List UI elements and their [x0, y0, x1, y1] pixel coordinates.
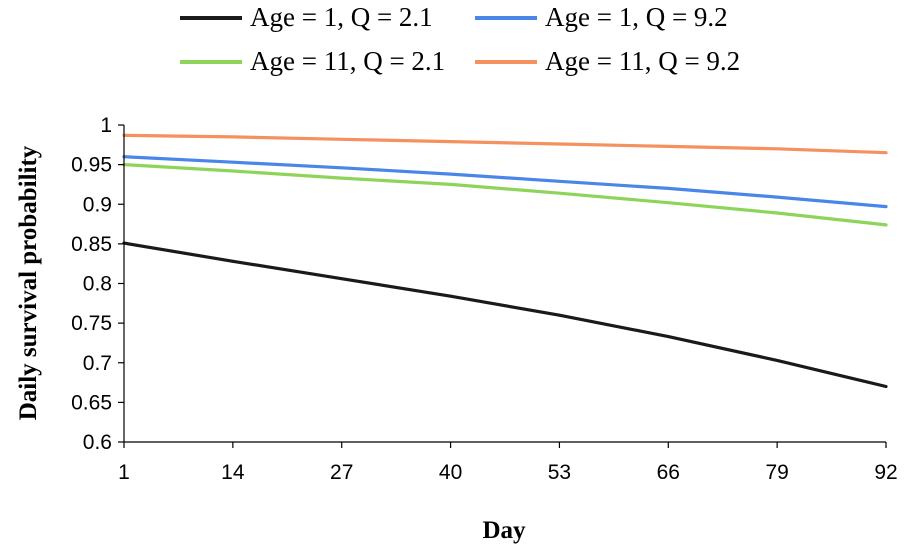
- plot-area: [122, 133, 888, 389]
- y-tick-label: 0.6: [83, 431, 112, 454]
- series-line-3: [122, 163, 888, 227]
- series-line-1: [122, 241, 888, 389]
- data-point: [231, 259, 235, 263]
- data-point: [775, 358, 779, 362]
- data-point: [231, 160, 235, 164]
- data-point: [666, 144, 670, 148]
- data-point: [884, 205, 888, 209]
- data-point: [340, 137, 344, 141]
- data-point: [231, 135, 235, 139]
- x-tick-label: 79: [765, 461, 788, 484]
- x-tick-label: 14: [221, 461, 245, 484]
- legend-label: Age = 11, Q = 2.1: [250, 46, 445, 76]
- data-point: [340, 166, 344, 170]
- legend-item: Age = 1, Q = 9.2: [475, 2, 728, 32]
- x-tick-label: 27: [330, 461, 353, 484]
- legend: Age = 1, Q = 2.1 Age = 1, Q = 9.2 Age = 11…: [180, 2, 740, 76]
- x-tick-label: 92: [874, 461, 897, 484]
- y-tick-label: 0.9: [83, 193, 112, 216]
- y-axis: 1 0.95 0.9 0.85 0.8 0.75 0.7 0.65 0.6: [71, 114, 125, 454]
- legend-label: Age = 1, Q = 9.2: [545, 2, 728, 32]
- data-point: [558, 191, 561, 195]
- data-point: [449, 183, 452, 186]
- data-point: [558, 313, 561, 317]
- legend-item: Age = 11, Q = 9.2: [475, 46, 740, 76]
- series-line-2: [122, 155, 888, 209]
- legend-label: Age = 1, Q = 2.1: [250, 2, 433, 32]
- legend-item: Age = 1, Q = 2.1: [180, 2, 433, 32]
- data-point: [775, 211, 779, 215]
- x-tick-label: 1: [118, 461, 130, 484]
- y-tick-label: 0.8: [83, 273, 112, 296]
- y-tick-label: 1: [100, 114, 112, 137]
- data-point: [775, 195, 779, 199]
- y-axis-title: Daily survival probability: [15, 145, 42, 420]
- y-tick-label: 0.75: [71, 312, 112, 335]
- data-point: [558, 142, 561, 146]
- data-point: [666, 335, 670, 338]
- legend-label: Age = 11, Q = 9.2: [545, 46, 740, 76]
- series-line-4: [122, 133, 888, 155]
- x-axis: 1 14 27 40 53 66 79 92: [118, 441, 898, 484]
- data-point: [558, 179, 561, 183]
- data-point: [884, 223, 888, 227]
- data-point: [666, 201, 670, 205]
- data-point: [449, 140, 452, 144]
- data-point: [449, 172, 452, 176]
- data-point: [884, 385, 888, 388]
- data-point: [449, 294, 452, 298]
- x-tick-label: 53: [548, 461, 571, 484]
- x-tick-label: 66: [657, 461, 680, 484]
- data-point: [775, 147, 779, 151]
- x-axis-title: Day: [482, 517, 526, 544]
- legend-item: Age = 11, Q = 2.1: [180, 46, 445, 76]
- x-tick-label: 40: [439, 461, 462, 484]
- data-point: [231, 169, 235, 173]
- data-point: [340, 277, 344, 281]
- data-point: [666, 187, 670, 190]
- y-tick-label: 0.95: [71, 154, 112, 177]
- y-tick-label: 0.85: [71, 233, 112, 256]
- data-point: [884, 151, 888, 155]
- data-point: [340, 176, 344, 180]
- y-tick-label: 0.7: [83, 352, 112, 375]
- y-tick-label: 0.65: [71, 391, 112, 414]
